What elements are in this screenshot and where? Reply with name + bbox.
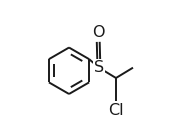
Text: S: S [94, 60, 104, 75]
Text: Cl: Cl [108, 103, 124, 118]
Text: O: O [92, 25, 104, 40]
